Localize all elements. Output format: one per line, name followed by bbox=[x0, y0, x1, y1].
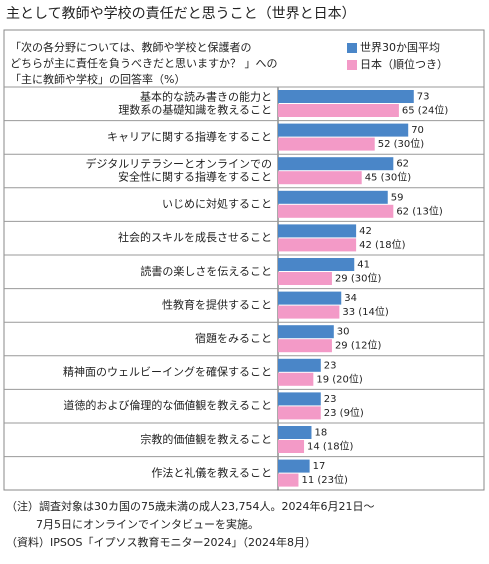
category-label: いじめに対処すること bbox=[162, 197, 272, 211]
value-label: 59 bbox=[391, 192, 404, 203]
value-label: 23 bbox=[324, 394, 337, 405]
bar bbox=[278, 339, 332, 353]
category-label: 道徳的および倫理的な価値観を教えること bbox=[63, 398, 272, 412]
category-label: デジタルリテラシーとオンラインでの bbox=[85, 157, 272, 171]
value-label: 62 (13位) bbox=[396, 204, 443, 217]
category-label: 宗教的価値観を教えること bbox=[140, 432, 272, 446]
legend-swatch bbox=[347, 43, 357, 53]
value-label: 14 (18位) bbox=[307, 440, 354, 453]
value-label: 41 bbox=[357, 260, 370, 271]
bar bbox=[278, 238, 357, 252]
value-label: 33 (14位) bbox=[342, 305, 389, 318]
bar bbox=[278, 406, 321, 420]
category-label: 基本的な読み書きの能力と bbox=[140, 89, 272, 103]
bar bbox=[278, 171, 362, 185]
value-label: 52 (30位) bbox=[378, 137, 425, 150]
value-label: 29 (12位) bbox=[335, 339, 382, 352]
subtitle: どちらが主に責任を負うべきだと思いますか？ 」への bbox=[10, 56, 278, 70]
bar bbox=[278, 104, 399, 117]
value-label: 18 bbox=[314, 428, 327, 439]
value-label: 70 bbox=[411, 125, 424, 136]
value-label: 11 (23位) bbox=[301, 473, 348, 486]
bar bbox=[278, 123, 409, 137]
bar bbox=[278, 272, 332, 285]
note: （資料）IPSOS「イプソス教育モニター2024」（2024年8月） bbox=[6, 535, 316, 549]
value-label: 73 bbox=[417, 92, 430, 103]
bar bbox=[278, 190, 388, 204]
note: （注）調査対象は30カ国の75歳未満の成人23,754人。2024年6月21日〜 bbox=[6, 499, 374, 513]
bar bbox=[278, 305, 340, 319]
bar bbox=[278, 224, 357, 238]
category-label: 精神面のウェルビーイングを確保すること bbox=[63, 365, 272, 379]
value-label: 65 (24位) bbox=[402, 104, 449, 117]
value-label: 45 (30位) bbox=[365, 171, 412, 184]
bar bbox=[278, 440, 305, 453]
bar bbox=[278, 137, 375, 151]
legend-label: 日本（順位つき） bbox=[360, 57, 448, 71]
bar bbox=[278, 372, 314, 386]
legend-label: 世界30か国平均 bbox=[360, 41, 440, 54]
bar bbox=[278, 426, 312, 439]
bar bbox=[278, 258, 355, 271]
category-label: 社会的スキルを成長させること bbox=[118, 230, 272, 244]
chart-title: 主として教師や学校の責任だと思うこと（世界と日本） bbox=[6, 5, 356, 22]
category-label: キャリアに関する指導をすること bbox=[107, 129, 272, 143]
frame bbox=[3, 29, 485, 491]
value-label: 42 bbox=[359, 226, 372, 237]
value-label: 34 bbox=[344, 293, 357, 304]
bar bbox=[278, 392, 321, 406]
value-label: 17 bbox=[313, 461, 326, 472]
bar bbox=[278, 358, 321, 372]
category-label: 性教育を提供すること bbox=[162, 297, 272, 311]
bar bbox=[278, 90, 414, 103]
category-label: 理数系の基礎知識を教えること bbox=[118, 102, 272, 116]
subtitle: 「次の各分野については、教師や学校と保護者の bbox=[10, 40, 251, 54]
value-label: 19 (20位) bbox=[316, 372, 363, 385]
category-label: 読書の楽しさを伝えること bbox=[140, 264, 272, 278]
value-label: 30 bbox=[337, 327, 350, 338]
legend-swatch bbox=[347, 60, 357, 70]
bar bbox=[278, 325, 334, 339]
bar bbox=[278, 204, 394, 218]
bar bbox=[278, 157, 394, 171]
note: 7月5日にオンラインでインタビューを実施。 bbox=[36, 517, 259, 531]
bar bbox=[278, 459, 310, 473]
category-label: 宿題をみること bbox=[195, 331, 272, 345]
category-label: 作法と礼儀を教えること bbox=[151, 465, 272, 479]
value-label: 62 bbox=[396, 159, 409, 170]
value-label: 23 (9位) bbox=[324, 406, 364, 419]
bar bbox=[278, 291, 342, 305]
category-label: 安全性に関する指導をすること bbox=[118, 170, 272, 184]
bar bbox=[278, 473, 299, 487]
value-label: 23 bbox=[324, 360, 337, 371]
value-label: 42 (18位) bbox=[359, 238, 406, 251]
subtitle: 「主に教師や学校」の回答率（%） bbox=[10, 72, 185, 86]
value-label: 29 (30位) bbox=[335, 272, 382, 285]
